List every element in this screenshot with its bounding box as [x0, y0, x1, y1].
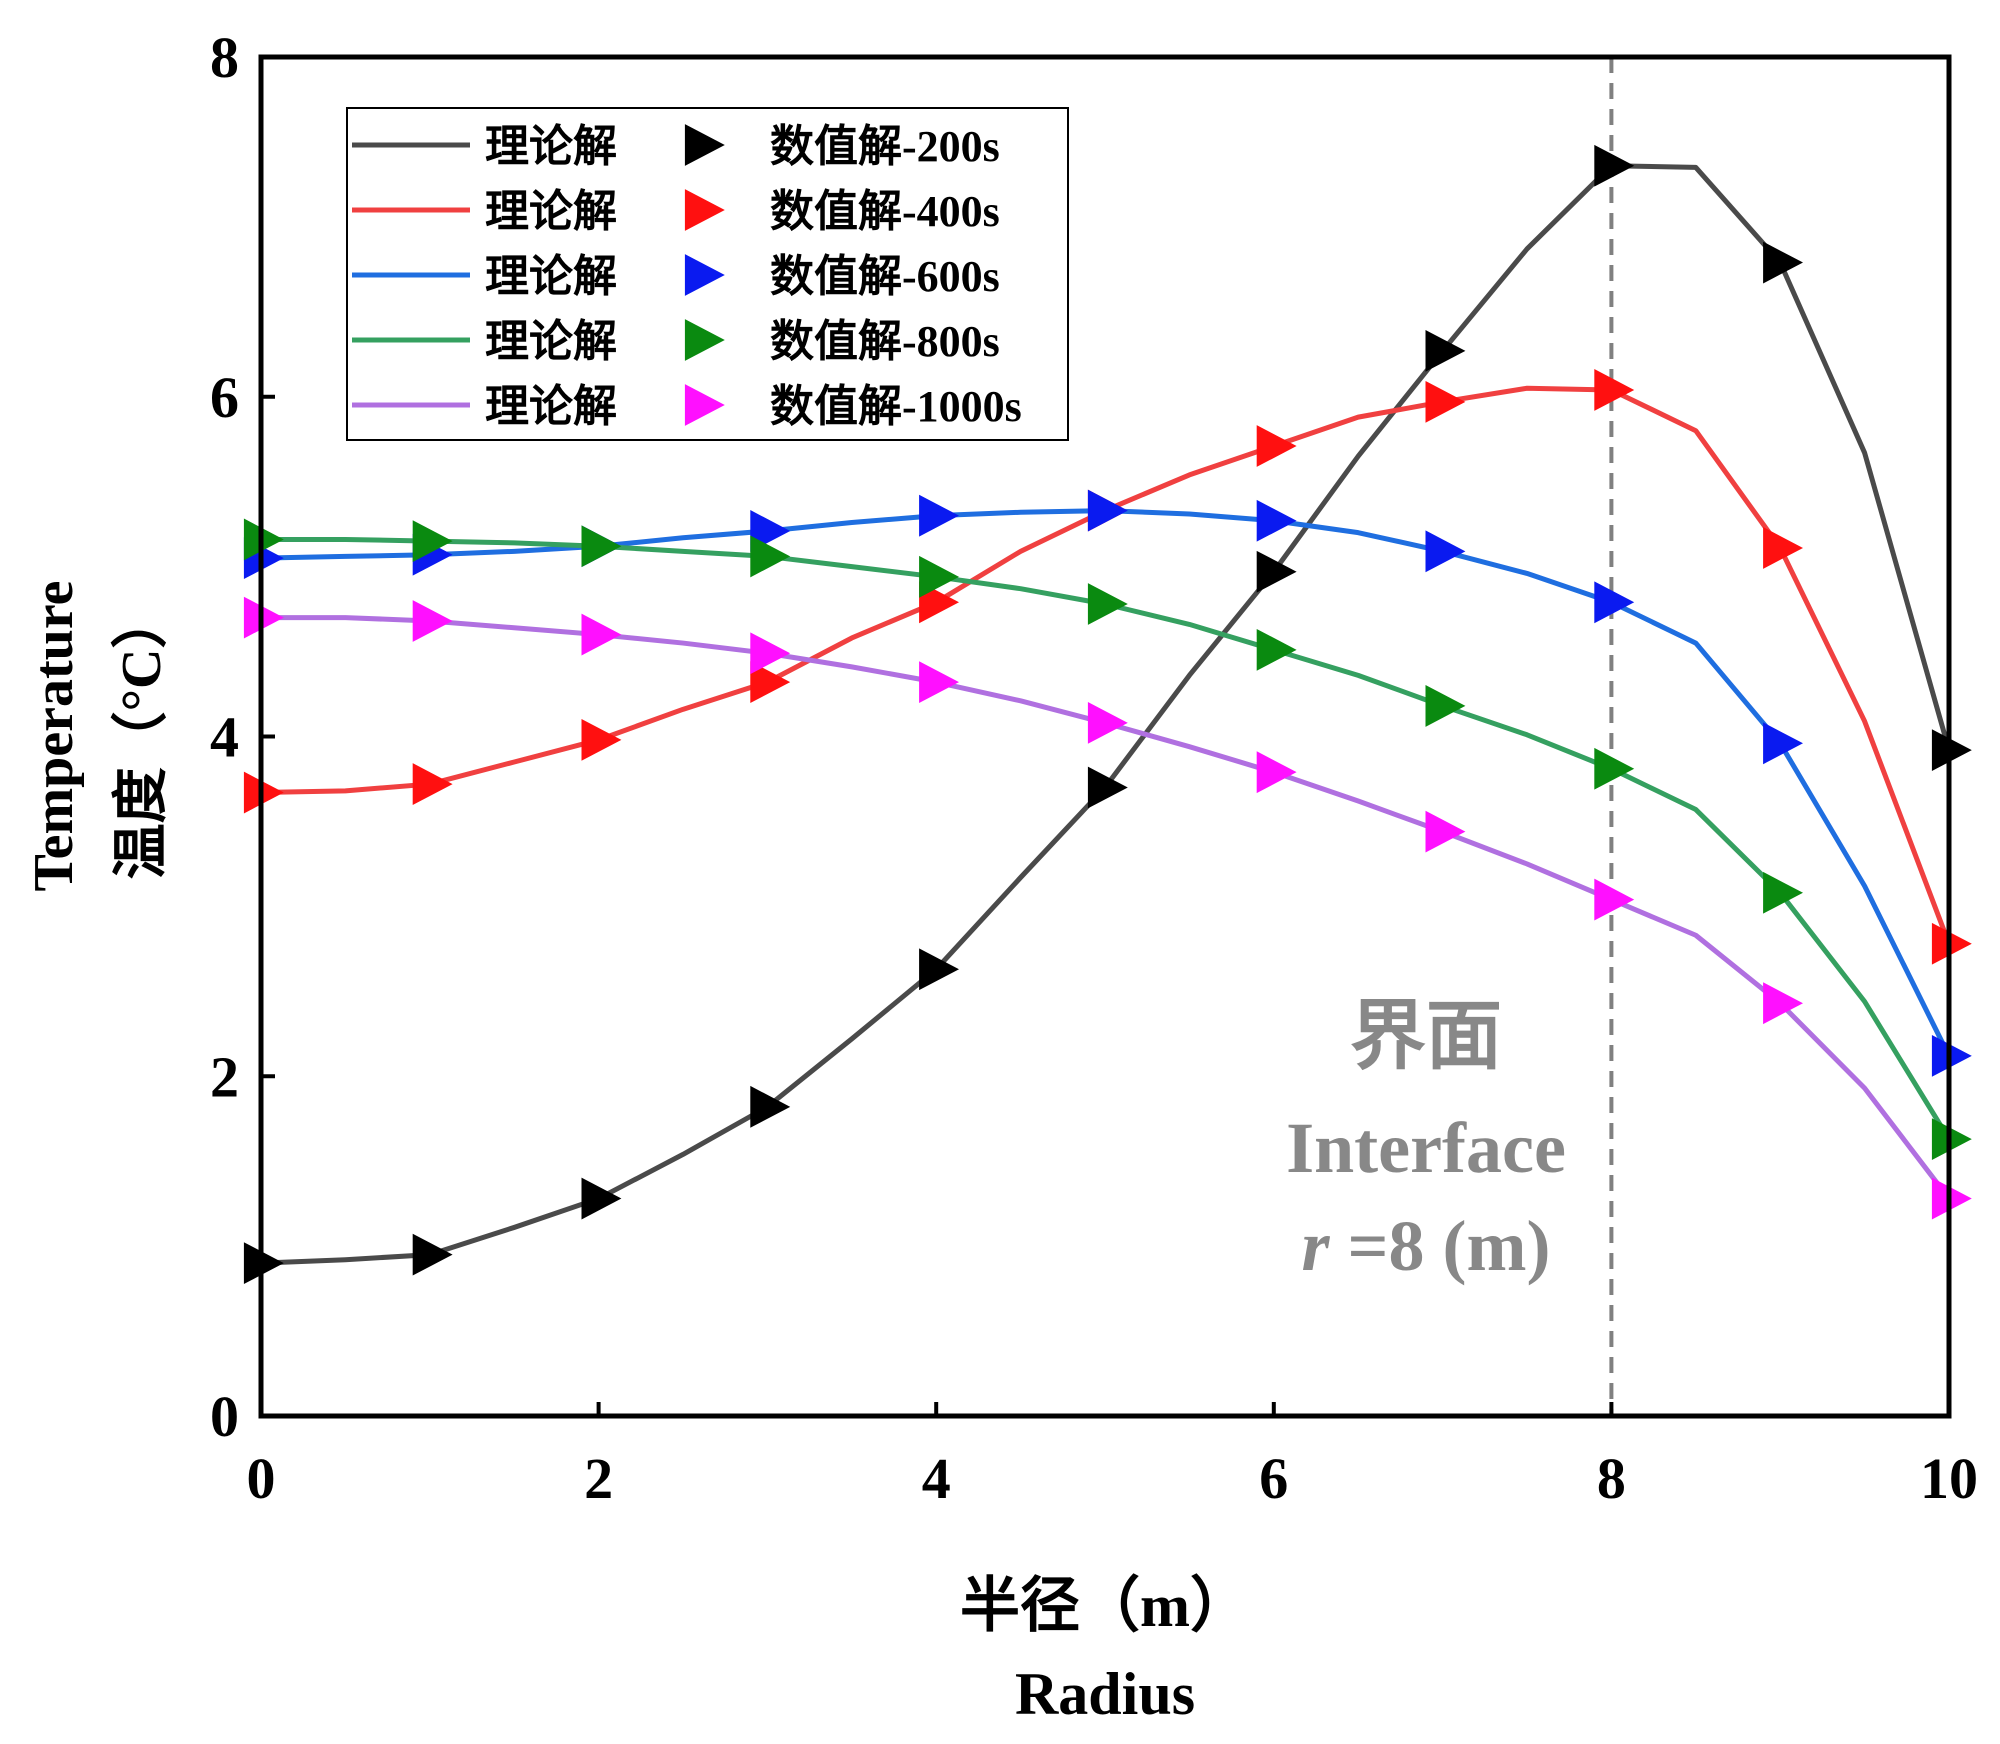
series-marker: [1931, 922, 1972, 965]
series-marker: [919, 948, 959, 991]
x-tick-label: 10: [1920, 1446, 1978, 1511]
series-marker: [581, 525, 622, 568]
series-marker: [581, 1177, 622, 1220]
series-marker: [243, 771, 284, 814]
series-marker: [1763, 982, 1803, 1025]
series-marker: [1087, 489, 1128, 532]
series-0: [243, 144, 1972, 1285]
legend-label-numeric: 数值解-800s: [770, 317, 1000, 366]
series-marker: [1425, 810, 1466, 853]
x-tick-label: 2: [584, 1446, 613, 1511]
axis-ticks: 0 2 4 6 8 10 0 2 4 6 8: [210, 25, 1978, 1511]
series-marker: [750, 661, 791, 704]
legend-label-theory: 理论解: [485, 317, 617, 366]
series-marker: [1931, 1177, 1972, 1220]
series-marker: [1594, 581, 1635, 624]
legend-marker-swatch: [684, 254, 725, 296]
series-marker: [1763, 871, 1803, 914]
series-marker: [1594, 878, 1635, 921]
series-marker: [243, 596, 284, 639]
series-marker: [1594, 747, 1635, 790]
series-marker: [1087, 583, 1128, 625]
series-marker: [750, 1085, 791, 1128]
series-marker: [1425, 380, 1466, 423]
annotation-cn: 界面: [1350, 995, 1502, 1079]
legend-marker-swatch: [684, 319, 725, 361]
legend-label-numeric: 数值解-1000s: [770, 382, 1022, 431]
series-marker: [1256, 751, 1297, 794]
series-marker: [1256, 550, 1297, 593]
series-4: [243, 596, 1972, 1220]
series-line: [260, 385, 1952, 945]
legend-label-theory: 理论解: [485, 252, 617, 301]
series-marker: [1425, 530, 1466, 573]
x-tick-label: 8: [1597, 1446, 1626, 1511]
series-marker: [412, 520, 453, 563]
annotation-r-value: =8 (m): [1330, 1206, 1551, 1286]
series-marker: [412, 763, 453, 805]
x-tick-label: 6: [1259, 1446, 1288, 1511]
x-axis-title-cn: 半径（m）: [960, 1572, 1250, 1639]
series-marker: [750, 632, 791, 675]
x-tick-label: 4: [922, 1446, 951, 1511]
legend-label-theory: 理论解: [485, 122, 617, 171]
y-tick-label: 8: [210, 25, 239, 90]
series-marker: [1931, 1034, 1972, 1077]
series-marker: [750, 535, 791, 578]
legend-label-theory: 理论解: [485, 382, 617, 431]
legend-label-numeric: 数值解-400s: [770, 187, 1000, 236]
series-marker: [581, 718, 622, 761]
series-marker: [243, 518, 284, 561]
series-marker: [1087, 702, 1128, 744]
series-marker: [1256, 628, 1297, 671]
series-marker: [412, 1233, 453, 1276]
plot-marks: [243, 57, 1972, 1416]
series-marker: [1763, 527, 1803, 569]
y-axis-title-cn: 温度（°C）: [110, 593, 173, 880]
series-marker: [919, 494, 959, 537]
series-marker: [1931, 729, 1972, 771]
series-marker: [1425, 685, 1466, 727]
annotation-en: Interface: [1286, 1108, 1566, 1188]
y-tick-label: 0: [210, 1384, 239, 1449]
series-marker: [581, 613, 622, 656]
legend-marker-swatch: [684, 189, 725, 231]
y-tick-label: 6: [210, 365, 239, 430]
annotation-r: r =8 (m): [1302, 1206, 1551, 1286]
annotation-r-var: r: [1302, 1206, 1331, 1286]
series-marker: [243, 1242, 284, 1285]
y-tick-label: 2: [210, 1044, 239, 1109]
series-marker: [1425, 329, 1466, 372]
y-tick-label: 4: [210, 705, 239, 770]
series-marker: [1594, 369, 1635, 411]
series-marker: [1763, 722, 1803, 765]
legend-marker-swatch: [684, 384, 725, 426]
x-axis-title-en: Radius: [1015, 1661, 1195, 1727]
series-marker: [1931, 1118, 1972, 1161]
series-line: [261, 615, 1951, 1201]
interface-annotation: 界面 Interface r =8 (m): [1286, 995, 1566, 1286]
y-axis-title-en: Temperature: [23, 580, 85, 891]
legend-label-theory: 理论解: [485, 187, 617, 236]
series-marker: [919, 661, 959, 704]
legend-label-numeric: 数值解-200s: [770, 122, 1000, 171]
series-marker: [1763, 241, 1803, 284]
series-marker: [1256, 425, 1297, 467]
x-tick-label: 0: [247, 1446, 276, 1511]
legend-marker-swatch: [684, 124, 725, 166]
series-marker: [1594, 144, 1635, 187]
series-marker: [1087, 766, 1128, 809]
legend-label-numeric: 数值解-600s: [770, 252, 1000, 301]
series-3: [243, 518, 1972, 1161]
series-marker: [1256, 499, 1297, 542]
series-marker: [412, 600, 453, 642]
series-marker: [919, 555, 959, 598]
